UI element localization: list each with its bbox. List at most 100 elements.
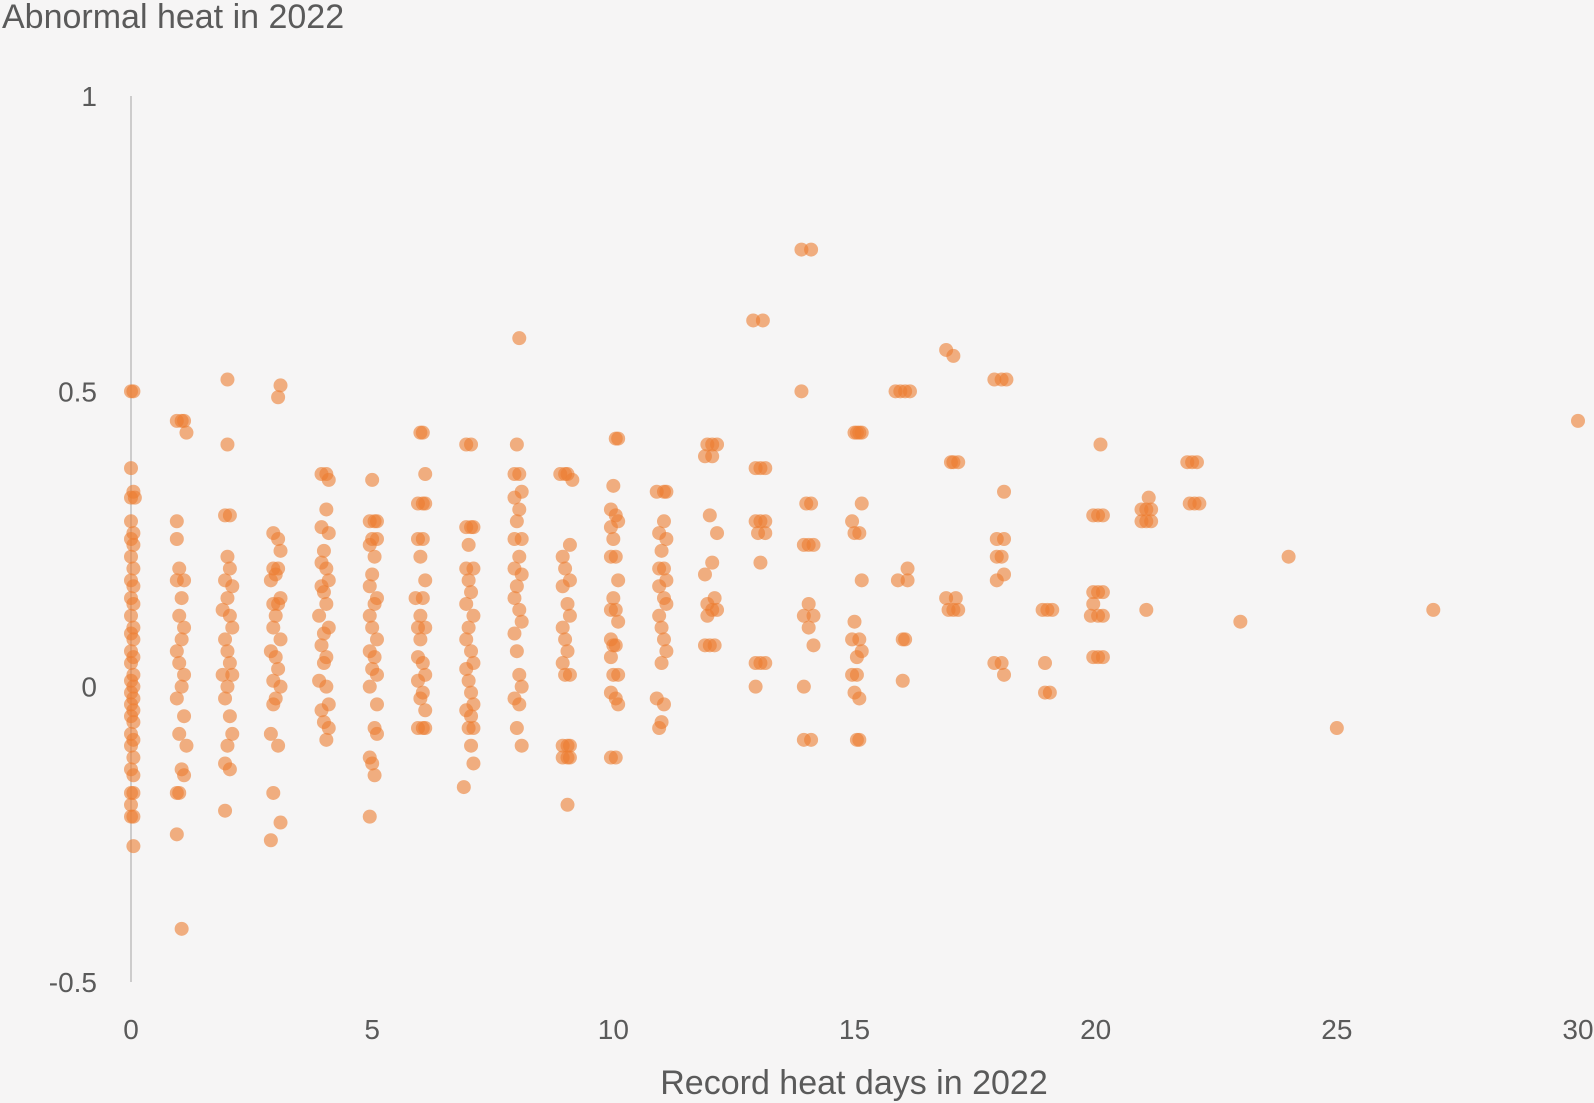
data-point [461, 620, 476, 635]
data-point [507, 490, 522, 505]
data-point [466, 608, 481, 623]
data-point [794, 242, 809, 257]
data-point [804, 496, 819, 511]
data-point [652, 579, 667, 594]
data-point [316, 585, 331, 600]
data-point [806, 608, 821, 623]
data-point [321, 472, 336, 487]
data-point [512, 549, 527, 564]
data-point [801, 596, 816, 611]
data-point [758, 514, 773, 529]
data-point [461, 673, 476, 688]
data-point [900, 573, 915, 588]
data-point [220, 679, 235, 694]
data-point [464, 437, 479, 452]
data-point [507, 626, 522, 641]
data-point [220, 549, 235, 564]
data-point [951, 455, 966, 470]
data-point [890, 573, 905, 588]
data-point [509, 644, 524, 659]
data-point [179, 425, 194, 440]
data-point [1192, 496, 1207, 511]
data-point [796, 679, 811, 694]
data-point [215, 667, 230, 682]
data-point [509, 437, 524, 452]
data-point [126, 632, 141, 647]
x-tick-label: 30 [1562, 1014, 1593, 1045]
data-point [606, 591, 621, 606]
data-point [1095, 608, 1110, 623]
data-point [266, 620, 281, 635]
data-point [606, 667, 621, 682]
data-point [418, 496, 433, 511]
data-point [852, 691, 867, 706]
data-point [902, 384, 917, 399]
data-point [220, 372, 235, 387]
data-point [509, 514, 524, 529]
data-point [1189, 455, 1204, 470]
data-point [608, 602, 623, 617]
data-point [1281, 549, 1296, 564]
data-point [558, 632, 573, 647]
data-point [1141, 490, 1156, 505]
data-point [172, 656, 187, 671]
data-point [220, 738, 235, 753]
data-point [849, 667, 864, 682]
data-point [997, 532, 1012, 546]
data-point [263, 573, 278, 588]
x-tick-label: 20 [1080, 1014, 1111, 1045]
data-point [562, 608, 577, 623]
data-point [555, 656, 570, 671]
data-point [1038, 656, 1053, 671]
data-point [466, 561, 481, 576]
data-point [418, 703, 433, 718]
data-point [312, 608, 327, 623]
data-point [415, 591, 430, 606]
data-point [124, 738, 138, 753]
data-point [316, 543, 331, 558]
data-point [220, 437, 235, 452]
data-point [1571, 413, 1585, 428]
data-point [509, 721, 524, 736]
data-point [1095, 585, 1110, 600]
data-point [271, 390, 286, 405]
data-point [755, 313, 770, 328]
data-point [126, 537, 141, 552]
data-point [271, 738, 286, 753]
data-point [218, 632, 233, 647]
data-point [659, 596, 674, 611]
data-point [748, 679, 763, 694]
data-point [459, 596, 474, 611]
x-tick-label: 5 [364, 1014, 380, 1045]
data-point [656, 697, 671, 712]
data-point [806, 537, 821, 552]
x-tick-label: 0 [123, 1014, 139, 1045]
data-point [560, 797, 575, 812]
data-point [565, 472, 580, 487]
data-point [656, 632, 671, 647]
data-point [514, 738, 529, 753]
data-point [172, 726, 187, 741]
data-point [222, 709, 237, 724]
data-point [174, 679, 189, 694]
data-point [804, 242, 819, 257]
data-point [707, 638, 722, 653]
data-point [369, 667, 384, 682]
data-point [271, 532, 286, 546]
data-point [654, 620, 669, 635]
data-point [1086, 596, 1101, 611]
data-point [365, 567, 380, 582]
x-tick-label: 15 [839, 1014, 870, 1045]
y-axis-title: Abnormal heat in 2022 [2, 0, 344, 36]
data-point [418, 573, 433, 588]
data-point [362, 608, 377, 623]
data-point [127, 490, 142, 505]
data-point [654, 656, 669, 671]
data-point [1329, 721, 1344, 736]
data-point [410, 673, 425, 688]
data-point [514, 679, 529, 694]
data-point [560, 596, 575, 611]
data-point [461, 537, 476, 552]
data-point [796, 608, 811, 623]
data-point [124, 549, 138, 564]
